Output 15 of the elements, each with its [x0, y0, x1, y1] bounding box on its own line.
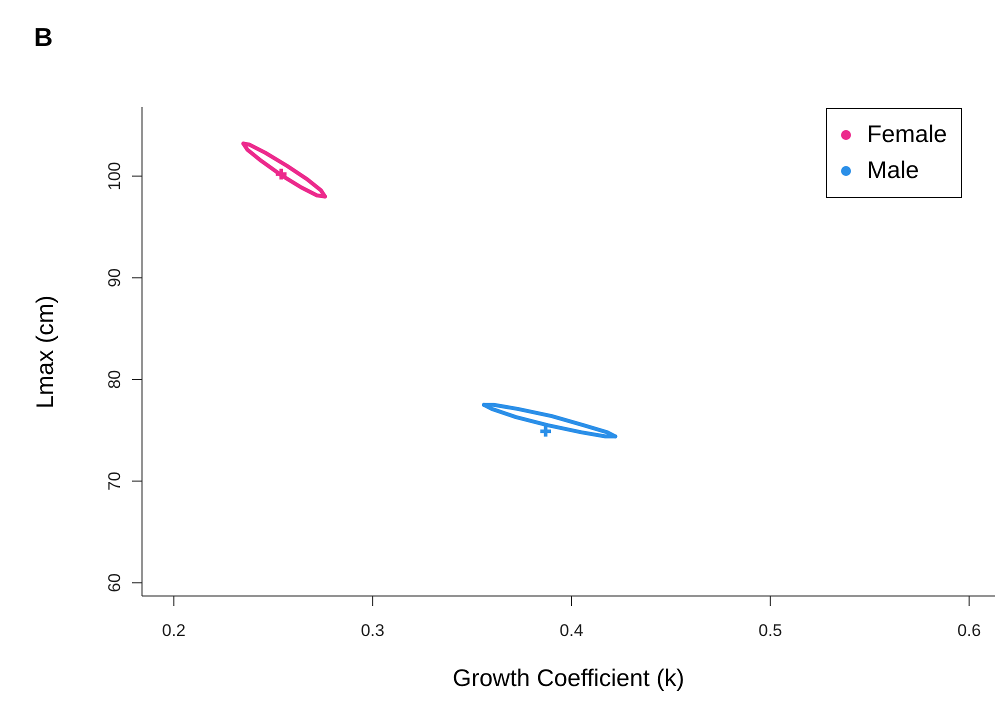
x-tick-label: 0.5 — [758, 621, 782, 640]
x-tick-label: 0.3 — [360, 621, 384, 640]
x-tick-label: 0.2 — [162, 621, 186, 640]
chart-title: B — [34, 22, 53, 53]
x-tick-label: 0.6 — [957, 621, 981, 640]
legend-label: Female — [867, 121, 948, 149]
x-tick-label: 0.4 — [560, 621, 584, 640]
y-tick-label: 80 — [105, 370, 124, 389]
y-tick-label: 90 — [105, 268, 124, 288]
y-axis-title: Lmax (cm) — [32, 294, 60, 408]
y-tick-label: 100 — [105, 162, 124, 190]
y-tick-label: 60 — [105, 573, 124, 592]
x-axis-title: Growth Coefficient (k) — [452, 665, 684, 692]
legend-label: Male — [867, 157, 920, 185]
y-tick-label: 70 — [105, 472, 124, 491]
